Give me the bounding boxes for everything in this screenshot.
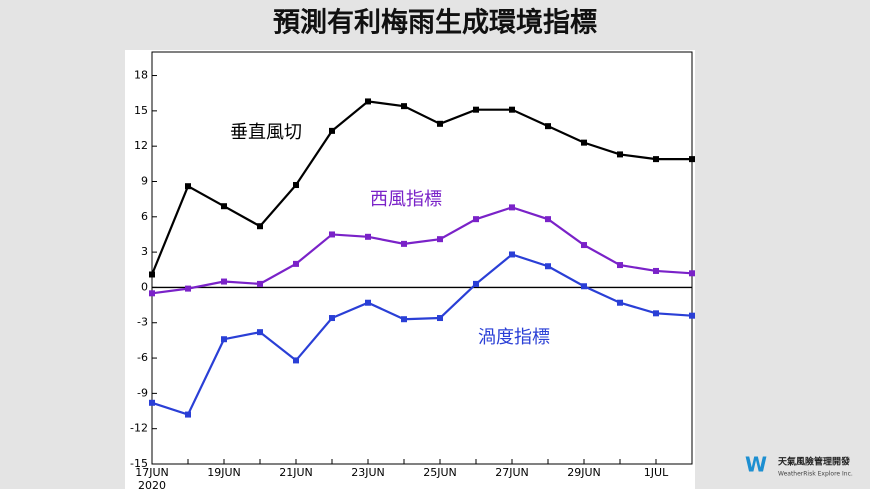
series-marker [473, 106, 479, 113]
series-marker [509, 204, 515, 211]
slide-title: 預測有利梅雨生成環境指標 [273, 8, 597, 39]
chart-panel [125, 50, 695, 489]
y-tick-label: -3 [137, 316, 148, 329]
x-tick-label: 17JUN [135, 466, 169, 479]
series-marker [653, 156, 659, 163]
series-marker [401, 316, 407, 323]
series-marker [509, 106, 515, 113]
logo-name: 天氣風險管理開發 [778, 456, 851, 468]
series-marker [257, 223, 263, 230]
y-tick-label: 9 [141, 174, 148, 187]
series-marker [473, 216, 479, 223]
y-tick-label: -12 [130, 422, 148, 435]
series-marker [437, 315, 443, 322]
x-tick-label: 27JUN [495, 466, 529, 479]
x-tick-label: 19JUN [207, 466, 241, 479]
y-tick-label: -9 [137, 386, 148, 399]
y-tick-label: -15 [130, 457, 148, 470]
series-marker [617, 299, 623, 306]
series-marker [221, 203, 227, 210]
series-marker [293, 182, 299, 189]
series-marker [473, 280, 479, 287]
series-marker [437, 236, 443, 243]
series-marker [617, 151, 623, 158]
y-tick-label: 15 [134, 104, 148, 117]
series-marker [293, 260, 299, 267]
series-marker [581, 283, 587, 290]
series-marker [329, 231, 335, 238]
series-marker [401, 103, 407, 110]
series-marker [545, 123, 551, 130]
series-marker [653, 310, 659, 317]
series-marker [149, 290, 155, 297]
series-marker [221, 278, 227, 285]
x-tick-label: 23JUN [351, 466, 385, 479]
series-marker [689, 156, 695, 163]
series-marker [329, 127, 335, 134]
series-marker [545, 263, 551, 270]
series-marker [293, 357, 299, 364]
series-marker [365, 98, 371, 105]
x-sublabel: 2020 [138, 479, 166, 489]
y-tick-label: 3 [141, 245, 148, 258]
series-marker [221, 336, 227, 343]
x-tick-label: 25JUN [423, 466, 457, 479]
series-marker [257, 329, 263, 336]
series-label: 西風指標 [370, 189, 442, 210]
series-line [151, 253, 693, 416]
series-line [151, 206, 693, 295]
y-tick-label: -6 [137, 351, 148, 364]
logo-mark: W [745, 453, 767, 477]
series-marker [185, 285, 191, 292]
series-marker [149, 271, 155, 278]
y-tick-label: 12 [134, 139, 148, 152]
series-label: 垂直風切 [230, 122, 302, 143]
series-marker [257, 280, 263, 287]
x-tick-label: 29JUN [567, 466, 601, 479]
x-tick-label: 21JUN [279, 466, 313, 479]
series-marker [509, 251, 515, 258]
series-line [150, 100, 692, 275]
series-marker [185, 183, 191, 190]
series-marker [689, 312, 695, 319]
y-tick-label: 18 [134, 69, 148, 82]
plot-frame [151, 51, 693, 465]
series-marker [365, 233, 371, 240]
series-marker [401, 240, 407, 247]
x-tick-label: 1JUL [644, 466, 669, 479]
series-marker [581, 139, 587, 146]
series-marker [581, 242, 587, 249]
series-marker [545, 216, 551, 223]
y-tick-label: 6 [141, 210, 148, 223]
series-marker [365, 299, 371, 306]
series-marker [329, 315, 335, 322]
series-marker [149, 399, 155, 406]
series-marker [617, 262, 623, 269]
series-marker [689, 270, 695, 277]
series-marker [653, 267, 659, 274]
series-marker [437, 120, 443, 127]
y-tick-label: 0 [141, 280, 148, 293]
series-label: 渦度指標 [478, 327, 550, 348]
logo-subtitle: WeatherRisk Explore Inc. [778, 471, 853, 478]
series-marker [185, 411, 191, 418]
